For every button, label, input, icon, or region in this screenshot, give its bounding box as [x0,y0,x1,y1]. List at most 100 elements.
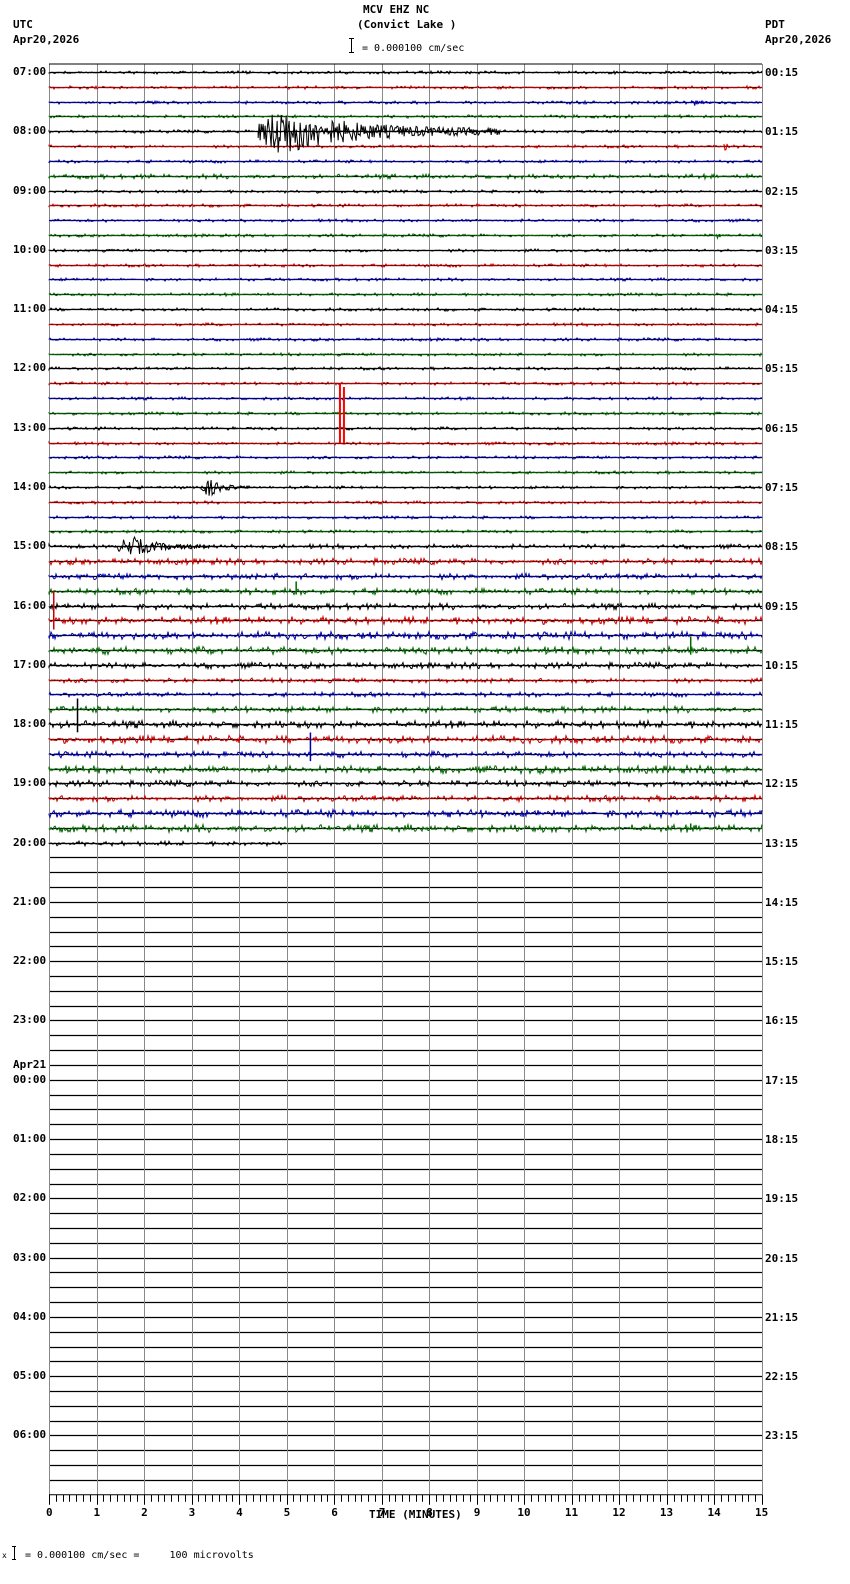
seismic-trace [48,351,763,358]
x-tick-label: 0 [46,1505,53,1519]
pdt-time-label: 10:15 [765,659,799,672]
utc-time-label: 03:00 [13,1251,47,1264]
utc-time-label: 13:00 [13,421,47,434]
pdt-time-label: 04:15 [765,303,799,316]
pdt-time-label: 00:15 [765,66,799,79]
x-tick-label: 2 [141,1505,148,1519]
seismic-trace [48,690,763,699]
utc-time-label: 23:00 [13,1013,47,1026]
seismic-trace [48,410,763,417]
utc-time-label: 17:00 [13,658,47,671]
seismic-trace [48,247,763,254]
seismic-trace [48,676,763,685]
right-date: Apr20,2026 [765,33,832,46]
utc-time-label: 21:00 [13,895,47,908]
pdt-time-label: 14:15 [765,896,799,909]
seismic-event [690,99,714,106]
pdt-time-label: 19:15 [765,1192,799,1205]
utc-time-label: 05:00 [13,1369,47,1382]
seismic-trace [48,262,763,269]
seismic-trace [48,601,763,612]
seismic-trace [48,839,287,848]
x-tick-label: 7 [378,1505,386,1519]
seismic-trace [48,202,763,209]
pdt-time-label: 11:15 [765,718,799,731]
seismic-trace [48,113,763,120]
pdt-time-label: 08:15 [765,540,799,553]
x-tick-label: 15 [755,1505,769,1519]
footer-scale-note: = 0.000100 cm/sec = 100 microvolts [25,1550,254,1561]
seismic-trace [48,704,763,715]
seismic-trace [48,172,763,181]
x-tick-label: 11 [564,1505,579,1519]
right-timezone: PDT [765,18,785,31]
seismic-trace [48,586,763,597]
seismic-event [115,535,211,555]
footer-scale-bar-bottom-cap [12,1559,16,1560]
scale-bar-icon [351,38,352,52]
pdt-time-label: 20:15 [765,1252,799,1265]
pdt-time-label: 07:15 [765,481,799,494]
seismic-trace [48,454,763,461]
seismic-trace [48,425,763,432]
seismic-trace [48,321,763,328]
utc-time-label: 08:00 [13,124,47,137]
utc-time-label: 16:00 [13,599,47,612]
seismic-trace [48,365,763,372]
utc-time-label: 04:00 [13,1310,47,1323]
seismic-trace [48,84,763,91]
utc-time-label: 07:00 [13,65,47,78]
seismic-trace [48,158,763,165]
seismic-event [723,143,729,151]
pdt-time-label: 17:15 [765,1074,799,1087]
seismic-trace [48,644,763,657]
seismic-trace [48,778,763,789]
seismic-event [200,479,249,497]
utc-time-label: 22:00 [13,954,47,967]
pdt-time-label: 15:15 [765,955,799,968]
footer-prefix: x [2,1551,7,1560]
x-axis-title: TIME (MINUTES) [369,1508,462,1521]
utc-time-label: 02:00 [13,1191,47,1204]
x-tick-label: 4 [236,1505,243,1519]
seismic-trace [48,542,763,551]
seismic-trace [48,718,763,731]
utc-time-label: 00:00 [13,1073,47,1086]
pdt-time-label: 09:15 [765,600,799,613]
utc-time-label: 20:00 [13,836,47,849]
seismic-trace [48,571,763,582]
pdt-time-label: 05:15 [765,362,799,375]
utc-time-label: 14:00 [13,480,47,493]
utc-time-label: 11:00 [13,302,47,315]
pdt-time-label: 22:15 [765,1370,799,1383]
utc-time-label: 06:00 [13,1428,47,1441]
seismic-trace [48,395,763,402]
event-spike [342,387,345,443]
utc-time-label: 09:00 [13,184,47,197]
seismic-trace [48,276,763,283]
seismic-trace [48,143,763,150]
utc-time-label: 15:00 [13,539,47,552]
seismic-trace [48,763,763,776]
seismic-trace [48,807,763,820]
seismic-trace [48,614,763,627]
utc-time-label: 10:00 [13,243,47,256]
seismic-trace [48,440,763,447]
pdt-time-label: 21:15 [765,1311,799,1324]
seismic-trace [48,484,763,491]
seismic-trace [48,793,763,804]
pdt-time-label: 18:15 [765,1133,799,1146]
footer-scale-bar-top-cap [12,1546,16,1547]
x-tick-label: 1 [93,1505,101,1519]
seismic-trace [48,188,763,195]
x-tick-label: 6 [331,1505,338,1519]
utc-time-label: 01:00 [13,1132,47,1145]
event-spike [338,384,341,443]
utc-time-label: 19:00 [13,776,47,789]
pdt-time-label: 12:15 [765,777,799,790]
utc-date-label: Apr21 [13,1058,47,1071]
utc-time-label: 12:00 [13,361,47,374]
seismic-trace [48,499,763,506]
pdt-time-label: 06:15 [765,422,799,435]
x-tick-label: 14 [707,1505,721,1519]
